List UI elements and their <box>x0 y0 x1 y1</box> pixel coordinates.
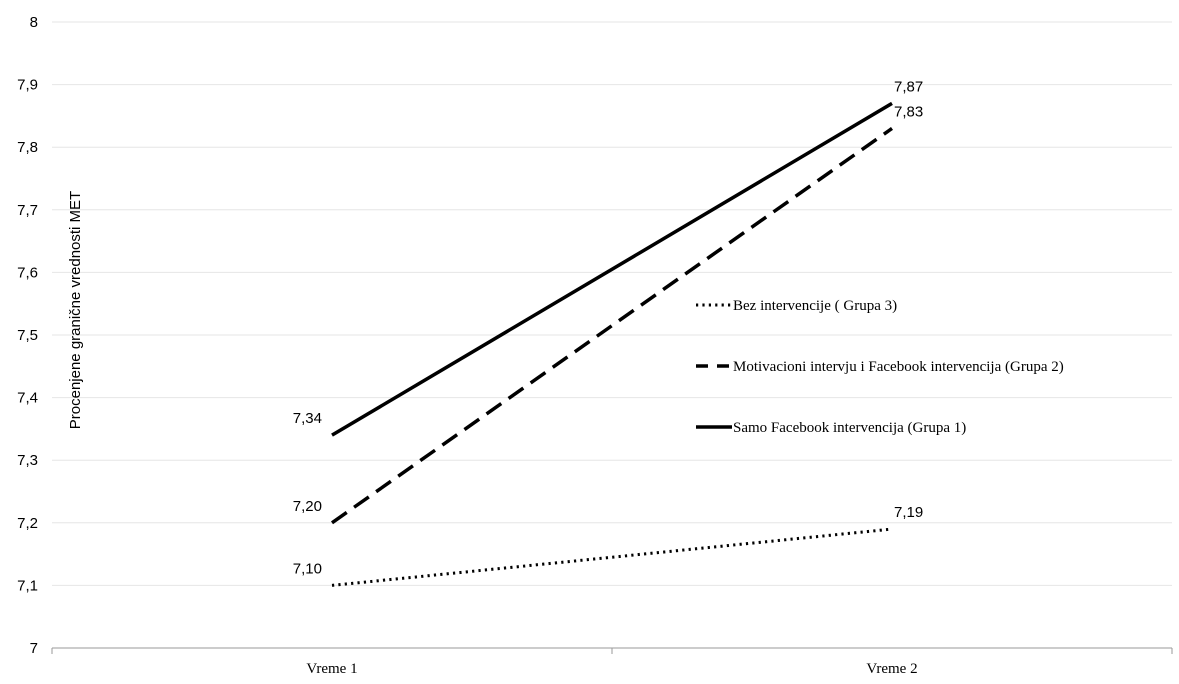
legend-entry: Samo Facebook intervencija (Grupa 1) <box>733 420 966 436</box>
series-line <box>331 101 893 437</box>
x-tick-label: Vreme 1 <box>306 661 357 677</box>
y-tick-label: 7,6 <box>17 264 38 281</box>
data-label: 7,34 <box>293 410 322 427</box>
series-line <box>331 527 893 587</box>
series-lines <box>330 101 894 587</box>
y-tick-label: 7,8 <box>17 139 38 156</box>
data-label: 7,83 <box>894 103 923 120</box>
y-tick-label: 8 <box>30 14 38 31</box>
legend: Bez intervencije ( Grupa 3) Motivacioni i… <box>696 298 1064 436</box>
axes: 7 7,1 7,2 7,3 7,4 7,5 7,6 7,7 7,8 7,9 8 Vreme 1 Vrem… <box>17 14 1173 677</box>
data-labels: 7,10 7,19 7,20 7,83 7,34 7,87 <box>293 78 923 577</box>
data-label: 7,10 <box>293 560 322 577</box>
y-tick-label: 7,5 <box>17 327 38 344</box>
data-label: 7,87 <box>894 78 923 95</box>
series-line <box>330 126 894 525</box>
y-tick-label: 7,3 <box>17 452 38 469</box>
legend-entry: Motivacioni intervju i Facebook interven… <box>733 359 1064 375</box>
y-tick-label: 7 <box>30 640 38 657</box>
y-tick-label: 7,7 <box>17 202 38 219</box>
x-tick-label: Vreme 2 <box>866 661 917 677</box>
y-axis-title: Procenjene granične vrednosti MET <box>67 191 84 429</box>
y-tick-label: 7,9 <box>17 77 38 94</box>
y-tick-label: 7,2 <box>17 515 38 532</box>
data-label: 7,20 <box>293 498 322 515</box>
gridlines <box>52 21 1172 586</box>
y-tick-label: 7,4 <box>17 390 38 407</box>
y-tick-label: 7,1 <box>17 577 38 594</box>
legend-entry: Bez intervencije ( Grupa 3) <box>733 298 897 314</box>
data-label: 7,19 <box>894 504 923 521</box>
